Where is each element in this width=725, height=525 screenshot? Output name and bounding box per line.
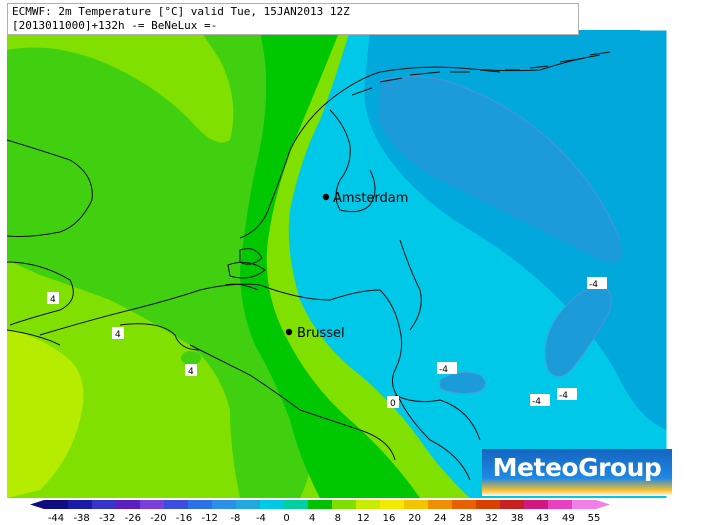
city-amsterdam: Amsterdam bbox=[322, 191, 408, 206]
field-blue-patch bbox=[545, 285, 612, 377]
contour-label: -4 bbox=[559, 391, 568, 401]
scale-swatch bbox=[524, 500, 549, 509]
scale-swatch bbox=[404, 500, 429, 509]
scale-swatch bbox=[140, 500, 165, 509]
color-scale-bar bbox=[30, 500, 610, 509]
scale-swatch bbox=[92, 500, 117, 509]
scale-tick-label: 0 bbox=[283, 513, 290, 524]
scale-tick-label: 20 bbox=[408, 513, 422, 524]
coastlines bbox=[6, 54, 601, 481]
scale-arrow-right bbox=[596, 500, 610, 509]
scale-tick-label: 24 bbox=[433, 513, 447, 524]
scale-swatch bbox=[68, 500, 93, 509]
field-yellow-green bbox=[7, 330, 84, 498]
scale-tick-label: 55 bbox=[587, 513, 601, 524]
scale-tick-label: 12 bbox=[357, 513, 370, 524]
meteogroup-logo: MeteoGroup bbox=[482, 449, 672, 496]
scale-tick-label: -12 bbox=[201, 513, 218, 524]
scale-arrow-left bbox=[30, 500, 44, 509]
scale-tick-label: 16 bbox=[382, 513, 396, 524]
scale-swatch bbox=[116, 500, 141, 509]
field-bright-green bbox=[240, 30, 420, 498]
field-blue-inner bbox=[378, 76, 623, 263]
scale-tick-label: 28 bbox=[459, 513, 473, 524]
scale-tick-label: 8 bbox=[334, 513, 341, 524]
header-run: [2013011000]+132h -= BeNeLux =- bbox=[12, 19, 218, 32]
wadden-islands bbox=[351, 51, 611, 96]
city-label: Brussel bbox=[297, 326, 345, 341]
scale-swatch bbox=[284, 500, 309, 509]
city-marker bbox=[285, 328, 293, 336]
contour-label: 4 bbox=[115, 330, 121, 340]
contour-label: 4 bbox=[50, 295, 56, 305]
scale-tick-label: 49 bbox=[562, 513, 575, 524]
contour-label: 4 bbox=[188, 367, 194, 377]
scale-swatch bbox=[356, 500, 381, 509]
scale-tick-label: 43 bbox=[536, 513, 550, 524]
scale-swatch bbox=[548, 500, 573, 509]
scale-swatch bbox=[476, 500, 501, 509]
scale-swatch bbox=[380, 500, 405, 509]
scale-swatch bbox=[260, 500, 285, 509]
scale-tick-label: -26 bbox=[124, 513, 142, 524]
scale-tick-label: 38 bbox=[510, 513, 524, 524]
scale-swatch bbox=[428, 500, 453, 509]
field-blue-patch-small bbox=[440, 372, 486, 394]
scale-swatch bbox=[572, 500, 597, 509]
scale-tick-label: -20 bbox=[150, 513, 167, 524]
scale-tick-label: -32 bbox=[99, 513, 116, 524]
scale-tick-label: 4 bbox=[309, 513, 316, 524]
city-brussel: Brussel bbox=[285, 326, 345, 341]
scale-swatch bbox=[452, 500, 477, 509]
city-label: Amsterdam bbox=[333, 191, 408, 206]
scale-swatch bbox=[212, 500, 237, 509]
scale-swatch bbox=[44, 500, 69, 509]
scale-swatch bbox=[188, 500, 213, 509]
scale-tick-label: -4 bbox=[255, 513, 266, 524]
header-title: ECMWF: 2m Temperature [°C] valid Tue, 15… bbox=[12, 5, 350, 18]
scale-tick-label: 32 bbox=[485, 513, 498, 524]
contour-label: -4 bbox=[589, 280, 598, 290]
field-green-left bbox=[7, 123, 126, 246]
right-edge bbox=[640, 29, 668, 498]
contour-label: -4 bbox=[532, 397, 541, 407]
scale-tick-label: -38 bbox=[73, 513, 90, 524]
scale-tick-label: -44 bbox=[47, 513, 65, 524]
field-green-patch bbox=[181, 351, 201, 365]
scale-swatch bbox=[332, 500, 357, 509]
map-header: ECMWF: 2m Temperature [°C] valid Tue, 15… bbox=[7, 3, 579, 35]
scale-swatch bbox=[308, 500, 333, 509]
contour-label: 0 bbox=[390, 399, 396, 409]
scale-swatch bbox=[164, 500, 189, 509]
contour-label-group: 4 4 4 -4 -4 -4 -4 0 bbox=[47, 277, 607, 409]
scale-tick-label: -16 bbox=[175, 513, 193, 524]
city-marker bbox=[322, 193, 330, 201]
scale-swatch bbox=[500, 500, 525, 509]
scale-swatch bbox=[236, 500, 261, 509]
scale-tick-label: -8 bbox=[230, 513, 241, 524]
contour-label: -4 bbox=[439, 365, 448, 375]
temperature-map: 4 4 4 -4 -4 -4 -4 0 Amsterdam Brussel bbox=[6, 29, 668, 498]
